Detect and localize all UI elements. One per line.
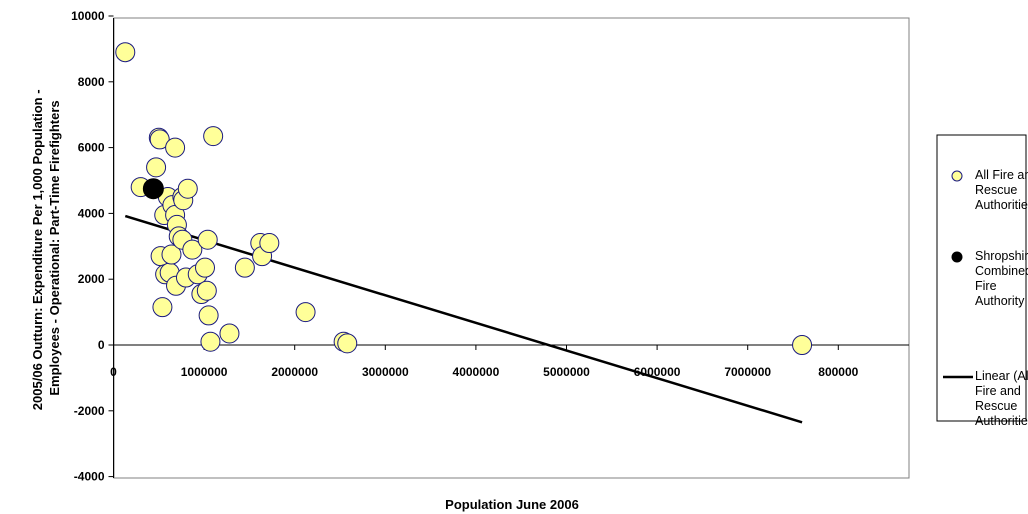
y-axis-title-line-1: 2005/06 Outturn: Expenditure Per 1,000 P… — [30, 89, 45, 410]
axis-tick-labels: 10000 8000 6000 4000 2000 0 -2000 -4000 0 1000000… — [71, 9, 859, 484]
point-all-authorities — [161, 244, 182, 265]
point-all-authorities — [177, 178, 198, 199]
legend-label-trendline: Linear (All Fire and Rescue Authorities) — [975, 369, 1028, 428]
y-tick-label: 8000 — [78, 75, 105, 89]
y-axis-title: 2005/06 Outturn: Expenditure Per 1,000 P… — [30, 86, 62, 410]
y-axis-title-line-2: Employees - Operational: Part-Time Firef… — [47, 100, 62, 395]
x-tick-label: 7000000 — [724, 365, 771, 379]
y-tick-label: 2000 — [78, 272, 105, 286]
point-all-authorities — [146, 157, 167, 178]
point-all-authorities — [219, 323, 240, 344]
point-all-authorities — [792, 335, 813, 355]
legend-label-all-line-1: All Fire and — [975, 168, 1028, 182]
plot-area — [113, 17, 910, 479]
x-tick-label: 4000000 — [453, 365, 500, 379]
legend-box — [936, 134, 1027, 422]
point-all-authorities — [198, 305, 219, 326]
point-all-authorities — [165, 137, 186, 158]
point-all-authorities — [182, 239, 203, 260]
legend-label-shropshire-line-1: Shropshire — [975, 249, 1028, 263]
linear-trendline — [124, 214, 803, 424]
data-points — [115, 42, 813, 355]
x-tick-label: 2000000 — [271, 365, 318, 379]
point-all-authorities — [295, 302, 316, 323]
legend-label-trend-line-4: Authorities) — [975, 414, 1028, 428]
point-all-authorities — [149, 129, 170, 150]
point-all-authorities — [152, 297, 173, 318]
x-tick-label: 5000000 — [543, 365, 590, 379]
legend-label-trend-line-3: Rescue — [975, 399, 1017, 413]
x-tick-label: 1000000 — [181, 365, 228, 379]
point-shropshire — [142, 178, 164, 200]
x-tick-label: 0 — [110, 365, 117, 379]
y-tick-label: 0 — [98, 338, 105, 352]
legend-marker-all-authorities — [951, 170, 963, 182]
point-all-authorities — [197, 229, 218, 250]
point-all-authorities — [203, 126, 224, 147]
y-tick-label: 10000 — [71, 9, 105, 23]
point-all-authorities — [115, 42, 136, 63]
legend-label-trend-line-2: Fire and — [975, 384, 1021, 398]
legend-label-all-line-3: Authorities — [975, 198, 1028, 212]
axis-ticks — [108, 15, 909, 478]
legend-label-all-line-2: Rescue — [975, 183, 1017, 197]
x-tick-label: 3000000 — [362, 365, 409, 379]
x-axis-title: Population June 2006 — [445, 497, 579, 512]
x-tick-label: 800000 — [818, 365, 858, 379]
point-all-authorities — [195, 257, 216, 278]
legend: All Fire and Rescue Authorities Shropshi… — [936, 134, 1028, 428]
y-tick-label: -4000 — [74, 470, 105, 484]
legend-marker-shropshire — [951, 251, 963, 263]
point-all-authorities — [200, 331, 221, 352]
point-all-authorities — [259, 233, 280, 254]
legend-label-shropshire: Shropshire Combined Fire Authority — [975, 249, 1028, 308]
point-all-authorities — [196, 280, 217, 301]
y-tick-label: 6000 — [78, 141, 105, 155]
legend-label-shropshire-line-3: Fire — [975, 279, 997, 293]
y-tick-label: 4000 — [78, 206, 105, 220]
y-tick-label: -2000 — [74, 404, 105, 418]
legend-label-shropshire-line-4: Authority — [975, 294, 1025, 308]
point-all-authorities — [337, 333, 358, 354]
legend-label-all-authorities: All Fire and Rescue Authorities — [975, 168, 1028, 212]
legend-label-shropshire-line-2: Combined — [975, 264, 1028, 278]
point-all-authorities — [234, 257, 255, 278]
legend-label-trend-line-1: Linear (All — [975, 369, 1028, 383]
